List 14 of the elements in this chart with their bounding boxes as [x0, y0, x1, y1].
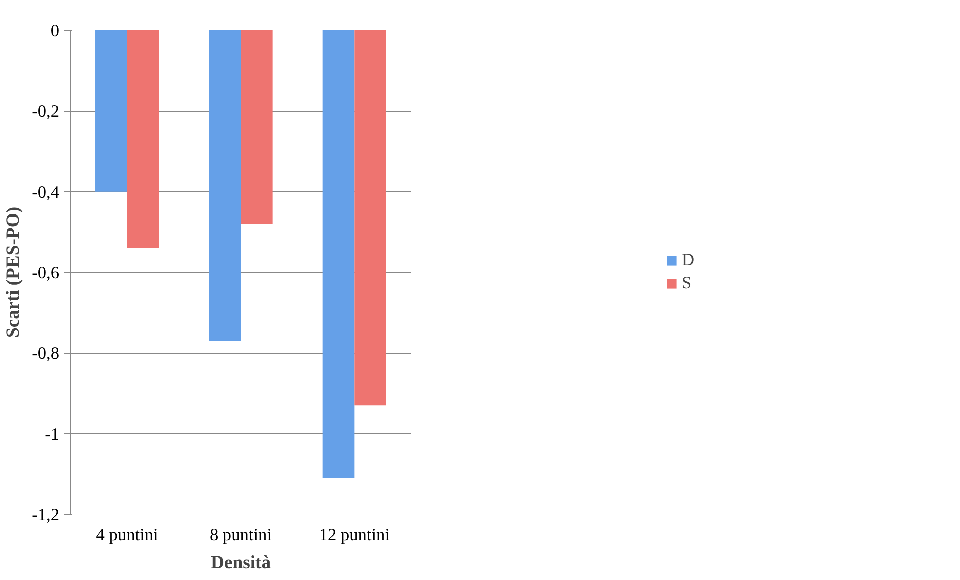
legend-label: S	[682, 274, 693, 294]
y-tick-label: -0,6	[32, 264, 60, 282]
y-tick-label: 0	[50, 22, 60, 40]
x-tick-label: 12 puntini	[319, 526, 390, 544]
y-tick-label: -0,8	[32, 344, 60, 364]
x-axis-title: Densità	[210, 552, 272, 574]
y-tick-label: -1,2	[32, 506, 60, 524]
x-tick-label: 4 puntini	[96, 526, 159, 544]
y-axis-title: Scarti (PES-PO)	[3, 206, 24, 338]
y-tick-label: -0,4	[32, 182, 60, 202]
x-tick-label: 8 puntini	[210, 526, 272, 544]
y-tick-label: -0,2	[32, 102, 60, 122]
legend-label: D	[682, 250, 696, 270]
y-tick-label: -1	[45, 424, 60, 444]
